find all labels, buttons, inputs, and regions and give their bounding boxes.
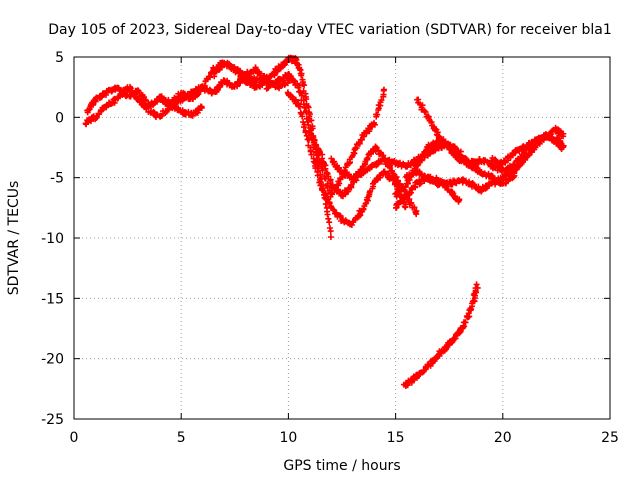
chart-title: Day 105 of 2023, Sidereal Day-to-day VTE…: [48, 22, 611, 38]
data-points: [82, 54, 567, 389]
x-axis-title: GPS time / hours: [283, 458, 400, 474]
data-point-markers: [263, 71, 387, 200]
y-tick-label: -15: [41, 291, 64, 307]
series-arc-early-b: [82, 83, 205, 128]
data-point-markers: [414, 96, 475, 171]
x-tick-label: 0: [70, 430, 79, 446]
y-tick-label: -5: [50, 171, 64, 187]
x-tick-label: 10: [279, 430, 297, 446]
series-arc-low: [401, 281, 481, 389]
y-axis-title: SDTVAR / TECUs: [6, 181, 22, 296]
axis-ticks: 0 5 10 15 20 25 -25 -20 -15 -10 -5 0 5: [41, 50, 619, 446]
data-point-markers: [488, 131, 567, 168]
series-arc-late-5: [488, 131, 567, 168]
y-tick-label: -25: [41, 412, 64, 428]
x-tick-label: 5: [177, 430, 186, 446]
data-point-markers: [393, 173, 463, 211]
y-tick-label: -10: [41, 231, 64, 247]
series-arc-main-2: [263, 71, 387, 200]
y-tick-label: -20: [41, 352, 64, 368]
x-tick-label: 15: [387, 430, 405, 446]
y-tick-label: 5: [55, 50, 64, 66]
x-tick-label: 25: [601, 430, 619, 446]
data-point-markers: [401, 281, 481, 389]
series-arc-late-3: [414, 96, 475, 171]
data-point-markers: [82, 83, 205, 128]
series-arc-late-4: [393, 173, 463, 211]
x-tick-label: 20: [494, 430, 512, 446]
y-tick-label: 0: [55, 110, 64, 126]
